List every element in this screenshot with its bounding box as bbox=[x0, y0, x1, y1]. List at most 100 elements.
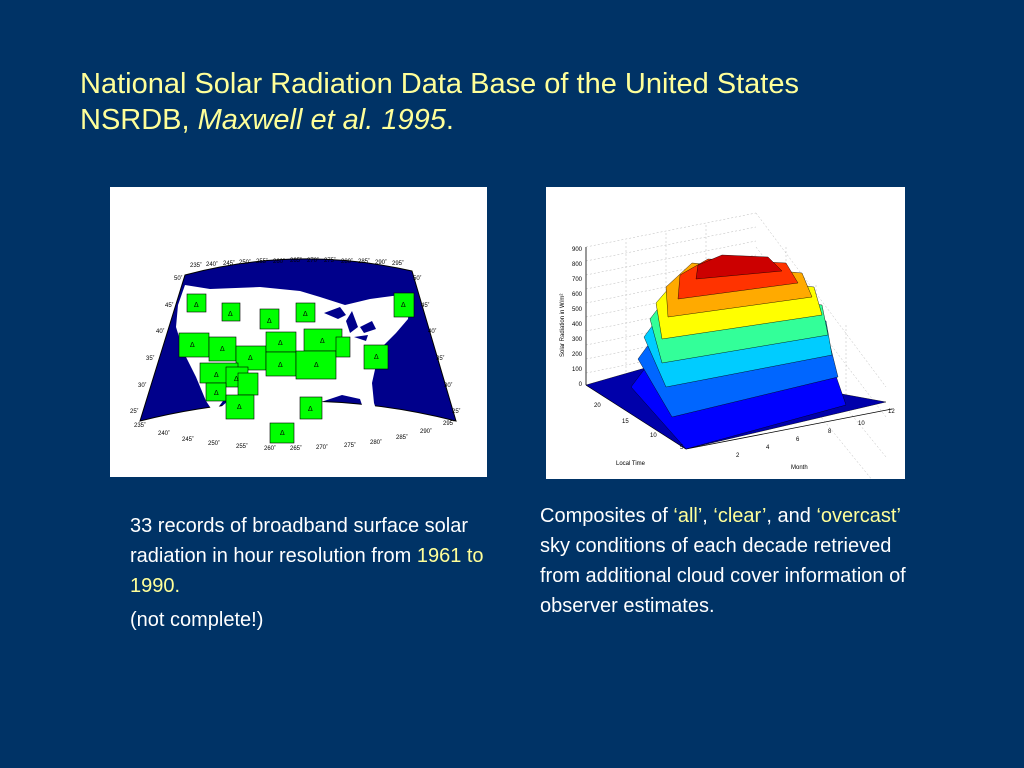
right-caption-t2: sky conditions of each decade retrieved … bbox=[540, 535, 906, 617]
station-markers: Δ Δ Δ Δ Δ Δ Δ Δ Δ Δ Δ Δ Δ Δ Δ Δ Δ Δ Δ bbox=[190, 302, 406, 437]
map-left-lat-labels: 50˚ 45˚ 40˚ 35˚ 30˚ 25˚ bbox=[130, 275, 183, 415]
svg-text:50˚: 50˚ bbox=[174, 275, 183, 282]
svg-text:255˚: 255˚ bbox=[236, 443, 248, 450]
svg-text:235˚: 235˚ bbox=[134, 422, 146, 429]
svg-text:15: 15 bbox=[622, 419, 629, 425]
svg-text:Δ: Δ bbox=[314, 362, 319, 369]
left-caption-note: (not complete!) bbox=[130, 609, 264, 631]
station-map-figure: Δ Δ Δ Δ Δ Δ Δ Δ Δ Δ Δ Δ Δ Δ Δ Δ Δ Δ Δ 23… bbox=[110, 187, 487, 477]
svg-text:50˚: 50˚ bbox=[413, 275, 422, 282]
svg-text:Δ: Δ bbox=[228, 311, 233, 318]
station-map: Δ Δ Δ Δ Δ Δ Δ Δ Δ Δ Δ Δ Δ Δ Δ Δ Δ Δ Δ 23… bbox=[130, 257, 461, 452]
svg-text:Δ: Δ bbox=[234, 376, 239, 383]
svg-text:40˚: 40˚ bbox=[428, 328, 437, 335]
svg-text:40˚: 40˚ bbox=[156, 328, 165, 335]
svg-text:Δ: Δ bbox=[220, 346, 225, 353]
svg-text:250˚: 250˚ bbox=[239, 259, 251, 266]
svg-text:45˚: 45˚ bbox=[421, 302, 430, 309]
svg-text:10: 10 bbox=[858, 421, 865, 427]
svg-text:4: 4 bbox=[766, 445, 770, 451]
svg-text:240˚: 240˚ bbox=[206, 261, 218, 268]
svg-text:260˚: 260˚ bbox=[264, 445, 276, 452]
plot-month-axis-label: Month bbox=[791, 465, 808, 471]
svg-text:Δ: Δ bbox=[248, 355, 253, 362]
svg-text:Δ: Δ bbox=[401, 302, 406, 309]
svg-text:Δ: Δ bbox=[374, 354, 379, 361]
svg-text:250˚: 250˚ bbox=[208, 440, 220, 447]
svg-text:290˚: 290˚ bbox=[420, 428, 432, 435]
svg-text:Δ: Δ bbox=[267, 318, 272, 325]
right-caption-all: ‘all’ bbox=[673, 505, 703, 527]
svg-text:265˚: 265˚ bbox=[290, 257, 302, 264]
right-caption-clear: ‘clear’ bbox=[713, 505, 767, 527]
svg-text:270˚: 270˚ bbox=[316, 444, 328, 451]
svg-text:270˚: 270˚ bbox=[307, 257, 319, 264]
svg-text:235˚: 235˚ bbox=[190, 262, 202, 269]
right-caption-t1: Composites of bbox=[540, 505, 674, 527]
svg-text:8: 8 bbox=[828, 429, 832, 435]
svg-text:400: 400 bbox=[572, 322, 583, 328]
svg-text:255˚: 255˚ bbox=[256, 258, 268, 265]
map-great-lakes bbox=[324, 307, 376, 341]
svg-text:275˚: 275˚ bbox=[324, 257, 336, 264]
svg-text:30˚: 30˚ bbox=[138, 382, 147, 389]
slide-title: National Solar Radiation Data Base of th… bbox=[80, 66, 980, 138]
plot-z-ticks: 900 800 700 600 500 400 300 200 100 0 bbox=[572, 247, 583, 388]
svg-text:Δ: Δ bbox=[194, 302, 199, 309]
plot-floor-edge-2 bbox=[685, 408, 893, 450]
title-prefix: NSRDB, bbox=[80, 104, 198, 136]
svg-text:245˚: 245˚ bbox=[223, 260, 235, 267]
svg-text:6: 6 bbox=[796, 437, 800, 443]
right-caption-sep1: , bbox=[702, 505, 714, 527]
svg-text:Δ: Δ bbox=[214, 390, 219, 397]
svg-text:30˚: 30˚ bbox=[444, 382, 453, 389]
plot-time-axis-label: Local Time bbox=[616, 461, 646, 467]
svg-text:700: 700 bbox=[572, 277, 583, 283]
svg-text:800: 800 bbox=[572, 262, 583, 268]
svg-text:240˚: 240˚ bbox=[158, 430, 170, 437]
svg-text:295˚: 295˚ bbox=[443, 420, 455, 427]
svg-text:Δ: Δ bbox=[237, 404, 242, 411]
map-top-lon-labels: 235˚ 240˚ 245˚ 250˚ 255˚ 260˚ 265˚ 270˚ … bbox=[190, 257, 404, 269]
svg-text:290˚: 290˚ bbox=[375, 259, 387, 266]
svg-text:300: 300 bbox=[572, 337, 583, 343]
svg-text:285˚: 285˚ bbox=[358, 258, 370, 265]
svg-text:295˚: 295˚ bbox=[392, 260, 404, 267]
title-line-1: National Solar Radiation Data Base of th… bbox=[80, 68, 799, 100]
svg-text:35˚: 35˚ bbox=[146, 355, 155, 362]
svg-text:10: 10 bbox=[650, 433, 657, 439]
svg-text:2: 2 bbox=[736, 453, 740, 459]
svg-text:25˚: 25˚ bbox=[130, 408, 139, 415]
svg-text:35˚: 35˚ bbox=[436, 355, 445, 362]
plot-month-ticks: 2 4 6 8 10 12 bbox=[736, 409, 895, 459]
svg-text:200: 200 bbox=[572, 352, 583, 358]
svg-text:280˚: 280˚ bbox=[370, 439, 382, 446]
map-right-lat-labels: 50˚ 45˚ 40˚ 35˚ 30˚ 25˚ bbox=[413, 275, 461, 415]
left-caption: 33 records of broadband surface solar ra… bbox=[130, 511, 490, 635]
svg-text:Δ: Δ bbox=[308, 406, 313, 413]
title-suffix: . bbox=[445, 104, 454, 136]
svg-text:Δ: Δ bbox=[278, 362, 283, 369]
svg-text:260˚: 260˚ bbox=[273, 258, 285, 265]
right-caption-sep2: , and bbox=[766, 505, 817, 527]
svg-text:Δ: Δ bbox=[190, 342, 195, 349]
left-caption-text: 33 records of broadband surface solar ra… bbox=[130, 515, 468, 567]
svg-text:Δ: Δ bbox=[320, 338, 325, 345]
svg-text:Δ: Δ bbox=[278, 340, 283, 347]
station-cells bbox=[178, 292, 415, 444]
svg-text:Δ: Δ bbox=[280, 430, 285, 437]
surface-plot-figure: 900 800 700 600 500 400 300 200 100 0 So… bbox=[546, 187, 905, 479]
svg-text:12: 12 bbox=[888, 409, 895, 415]
svg-text:45˚: 45˚ bbox=[165, 302, 174, 309]
plot-time-ticks: 20 15 10 5 bbox=[594, 403, 684, 451]
svg-text:285˚: 285˚ bbox=[396, 434, 408, 441]
title-line-2: NSRDB, Maxwell et al. 1995. bbox=[80, 102, 980, 138]
svg-text:100: 100 bbox=[572, 367, 583, 373]
svg-text:5: 5 bbox=[680, 445, 684, 451]
surface-plot: 900 800 700 600 500 400 300 200 100 0 So… bbox=[560, 212, 895, 479]
svg-text:20: 20 bbox=[594, 403, 601, 409]
title-citation: Maxwell et al. 1995 bbox=[197, 104, 446, 136]
svg-text:275˚: 275˚ bbox=[344, 442, 356, 449]
svg-text:265˚: 265˚ bbox=[290, 445, 302, 452]
svg-text:245˚: 245˚ bbox=[182, 436, 194, 443]
